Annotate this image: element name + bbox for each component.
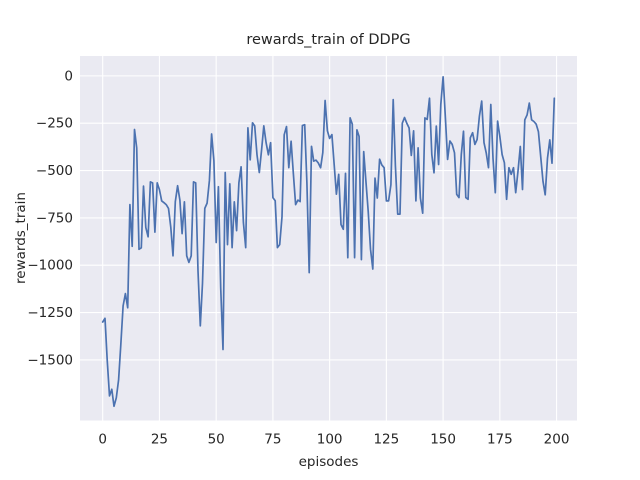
- chart-title: rewards_train of DDPG: [246, 32, 411, 48]
- line-series: [101, 75, 556, 408]
- y-tick-label: −1250: [27, 305, 73, 321]
- y-tick-label: 0: [64, 68, 73, 84]
- x-tick-label: 200: [544, 432, 570, 448]
- y-tick-label: −1000: [27, 258, 73, 274]
- x-tick-label: 125: [373, 432, 399, 448]
- x-tick-label: 0: [98, 432, 107, 448]
- y-tick-label: −250: [36, 116, 73, 132]
- y-tick-label: −750: [36, 210, 73, 226]
- x-tick-label: 150: [430, 432, 456, 448]
- x-tick-label: 75: [264, 432, 281, 448]
- x-axis-label: episodes: [298, 454, 359, 470]
- x-tick-label: 175: [487, 432, 513, 448]
- axes-panel: [80, 56, 577, 421]
- y-tick-label: −500: [36, 163, 73, 179]
- x-tick-label: 50: [208, 432, 225, 448]
- y-tick-label: −1500: [27, 352, 73, 368]
- x-tick-label: 25: [151, 432, 168, 448]
- x-tick-label: 100: [317, 432, 343, 448]
- y-axis-label: rewards_train: [13, 192, 29, 284]
